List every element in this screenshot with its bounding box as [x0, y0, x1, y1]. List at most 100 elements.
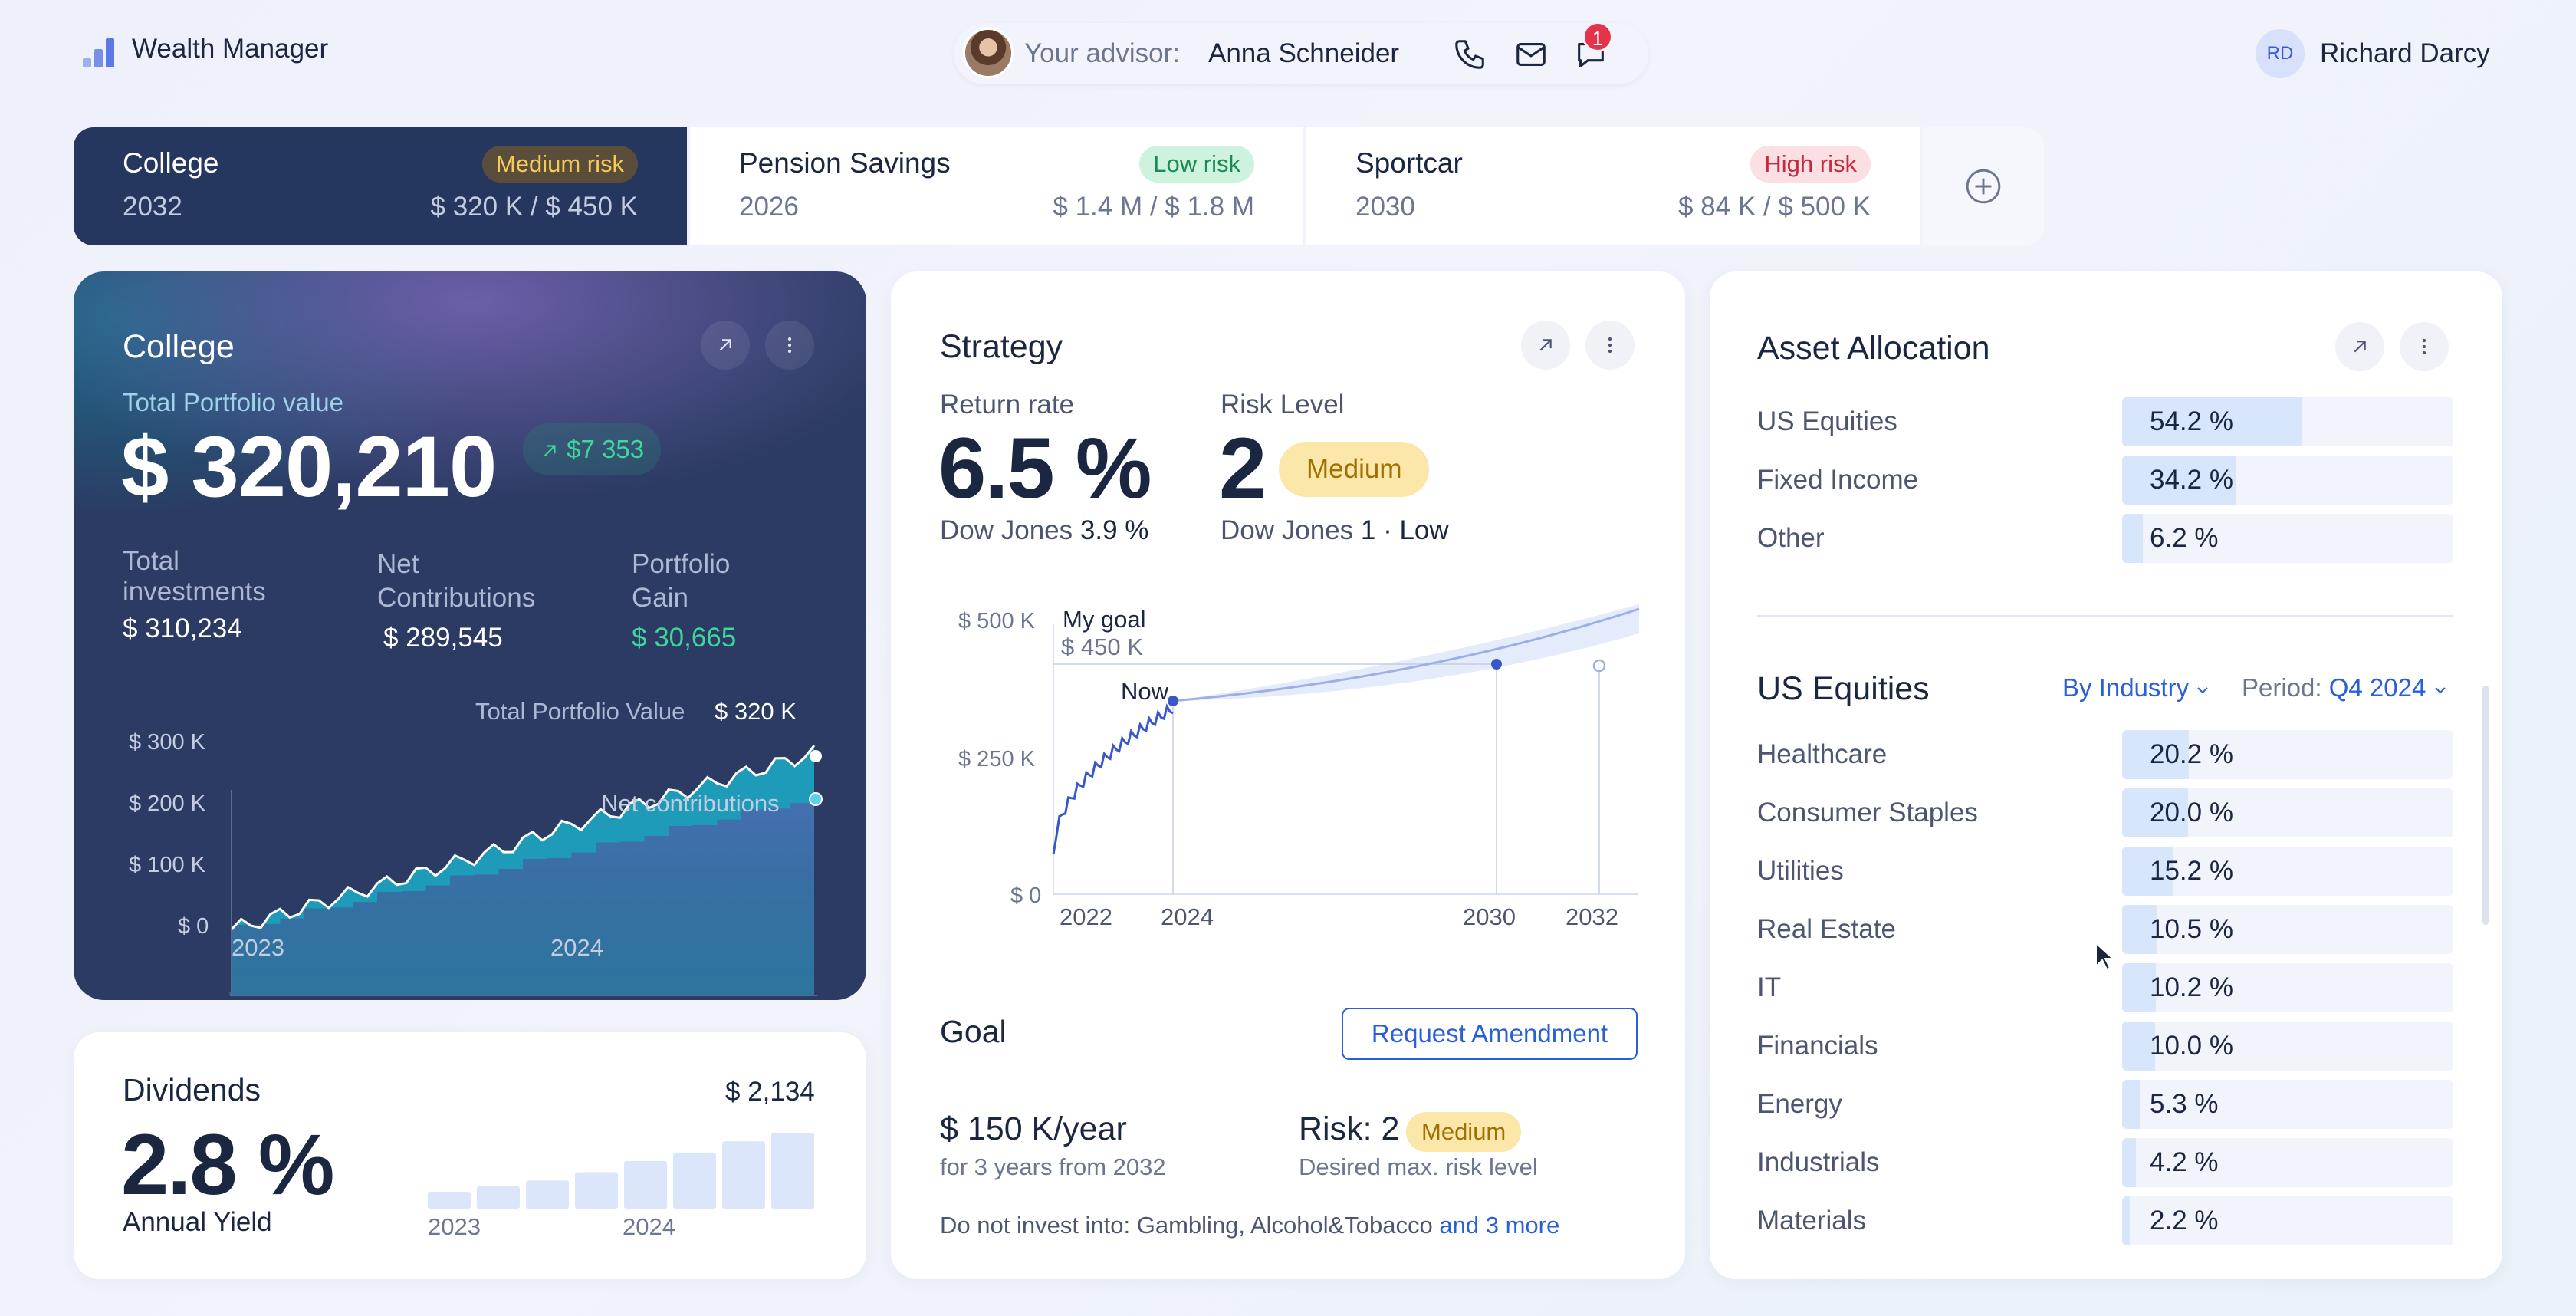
- add-goal-button[interactable]: [1923, 127, 2044, 245]
- expand-button[interactable]: [1521, 321, 1570, 370]
- chevron-down-icon: [2434, 687, 2446, 694]
- x-tick: 2024: [623, 1213, 675, 1240]
- asset-allocation-card: Asset Allocation US Equities 54.2 % Fixed …: [1710, 271, 2502, 1279]
- divider: [1757, 615, 2453, 617]
- scrollbar[interactable]: [2482, 686, 2489, 925]
- exclusions: Do not invest into: Gambling, Alcohol&To…: [940, 1212, 1559, 1239]
- projection-chart: [1052, 604, 1640, 895]
- allocation-bar-fill: [2122, 397, 2302, 446]
- target-year-marker: [1592, 659, 1606, 673]
- user-name[interactable]: Richard Darcy: [2320, 38, 2490, 68]
- allocation-row[interactable]: Energy 5.3 %: [1757, 1080, 2453, 1129]
- net-contributions-area: [232, 793, 814, 995]
- allocation-bar-fill: [2122, 847, 2173, 896]
- dividend-bar: [526, 1180, 569, 1209]
- period-dropdown[interactable]: Period: Q4 2024: [2242, 673, 2447, 702]
- more-vertical-icon: [2422, 338, 2426, 355]
- allocation-value: 15.2 %: [2150, 856, 2233, 886]
- allocation-label: Real Estate: [1757, 914, 1896, 944]
- allocation-bar-fill: [2122, 1196, 2130, 1245]
- tab-name: Pension Savings: [739, 147, 951, 179]
- net-contributions-label: Net contributions: [601, 790, 780, 817]
- exclusions-more-link[interactable]: and 3 more: [1439, 1212, 1560, 1239]
- allocation-value: 2.2 %: [2150, 1206, 2219, 1235]
- more-button[interactable]: [2400, 322, 2449, 371]
- risk-level-label: Risk Level: [1221, 390, 1345, 419]
- stat-value: $ 310,234: [123, 614, 242, 643]
- allocation-label: Materials: [1757, 1206, 1866, 1235]
- allocation-label: Utilities: [1757, 856, 1844, 886]
- benchmark-label: Dow Jones: [1221, 515, 1354, 545]
- dividend-bar: [771, 1133, 814, 1209]
- risk-level-value: 2: [1219, 420, 1267, 516]
- group-by-dropdown[interactable]: By Industry: [2062, 673, 2210, 702]
- allocation-row[interactable]: Healthcare 20.2 %: [1757, 730, 2453, 779]
- user-avatar[interactable]: RD: [2256, 29, 2305, 78]
- mail-icon[interactable]: [1513, 37, 1549, 72]
- strategy-title: Strategy: [940, 328, 1063, 365]
- goal-amount: $ 150 K/year: [940, 1110, 1127, 1147]
- return-rate-label: Return rate: [940, 390, 1075, 419]
- allocation-bar-fill: [2122, 730, 2190, 779]
- allocation-row[interactable]: Real Estate 10.5 %: [1757, 905, 2453, 954]
- allocation-value: 10.2 %: [2150, 972, 2233, 1002]
- benchmark-value: 3.9 %: [1079, 515, 1149, 545]
- chart-annotation-value: $ 320 K: [715, 698, 797, 725]
- y-tick: $ 500 K: [958, 609, 1035, 633]
- allocation-value: 20.2 %: [2150, 739, 2233, 769]
- allocation-row[interactable]: Fixed Income 34.2 %: [1757, 456, 2453, 505]
- x-tick: 2023: [428, 1213, 481, 1240]
- allocation-bar: 2.2 %: [2122, 1196, 2453, 1245]
- x-tick: 2030: [1463, 903, 1516, 930]
- request-amendment-button[interactable]: Request Amendment: [1342, 1008, 1638, 1060]
- arrow-up-right-icon: [544, 445, 556, 457]
- tab-amount: $ 84 K / $ 500 K: [1677, 192, 1871, 222]
- allocation-row[interactable]: Materials 2.2 %: [1757, 1196, 2453, 1245]
- allocation-bar-fill: [2122, 1080, 2140, 1129]
- dividend-bar: [477, 1186, 520, 1209]
- allocation-row[interactable]: Industrials 4.2 %: [1757, 1138, 2453, 1187]
- x-tick: 2024: [1161, 903, 1214, 930]
- goal-value: $ 450 K: [1061, 633, 1143, 660]
- group-by-value: By Industry: [2062, 673, 2190, 702]
- tab-college[interactable]: College 2032 $ 320 K / $ 450 K Medium ri…: [74, 127, 687, 245]
- allocation-row[interactable]: Utilities 15.2 %: [1757, 847, 2453, 896]
- chevron-down-icon: [2197, 687, 2208, 694]
- allocation-bar-fill: [2122, 905, 2157, 954]
- allocation-row[interactable]: IT 10.2 %: [1757, 963, 2453, 1012]
- advisor-name: Anna Schneider: [1208, 38, 1400, 68]
- tab-sportcar[interactable]: Sportcar 2030 $ 84 K / $ 500 K High risk: [1306, 127, 1920, 245]
- strategy-card: Strategy Return rate 6.5 % Dow Jones 3.9…: [891, 271, 1685, 1279]
- college-title: College: [123, 328, 235, 365]
- tab-name: Sportcar: [1355, 147, 1463, 179]
- allocation-row[interactable]: Consumer Staples 20.0 %: [1757, 788, 2453, 837]
- allocation-row[interactable]: US Equities 54.2 %: [1757, 397, 2453, 446]
- allocation-bar-fill: [2122, 1022, 2156, 1071]
- contributions-endpoint: [809, 792, 823, 806]
- more-button[interactable]: [1585, 321, 1635, 370]
- phone-icon[interactable]: [1452, 37, 1487, 72]
- allocation-row[interactable]: Financials 10.0 %: [1757, 1022, 2453, 1071]
- tab-pension-savings[interactable]: Pension Savings 2026 $ 1.4 M / $ 1.8 M L…: [690, 127, 1303, 245]
- more-button[interactable]: [765, 321, 814, 370]
- y-tick: $ 100 K: [129, 853, 205, 877]
- advisor-avatar[interactable]: [963, 28, 1014, 78]
- plus-circle-icon: [1966, 169, 2001, 204]
- goal-label: My goal: [1063, 606, 1146, 633]
- allocation-row[interactable]: Other 6.2 %: [1757, 514, 2453, 563]
- dividend-bar: [722, 1141, 765, 1209]
- expand-button[interactable]: [701, 321, 750, 370]
- tab-year: 2030: [1355, 192, 1415, 222]
- x-tick: 2032: [1566, 903, 1618, 930]
- allocation-value: 54.2 %: [2150, 406, 2233, 436]
- stat-label: Net Contributions: [377, 549, 536, 613]
- historic-value-line: [1052, 703, 1174, 855]
- allocation-bar-fill: [2122, 456, 2236, 505]
- yield-label: Annual Yield: [123, 1207, 272, 1237]
- period-label: Period:: [2242, 673, 2322, 702]
- notification-badge: 1: [1582, 21, 1613, 52]
- college-card: College Total Portfolio value $ 320,210 …: [74, 271, 866, 1000]
- tab-year: 2032: [123, 192, 182, 222]
- expand-button[interactable]: [2335, 322, 2384, 371]
- allocation-bar: 10.2 %: [2122, 963, 2453, 1012]
